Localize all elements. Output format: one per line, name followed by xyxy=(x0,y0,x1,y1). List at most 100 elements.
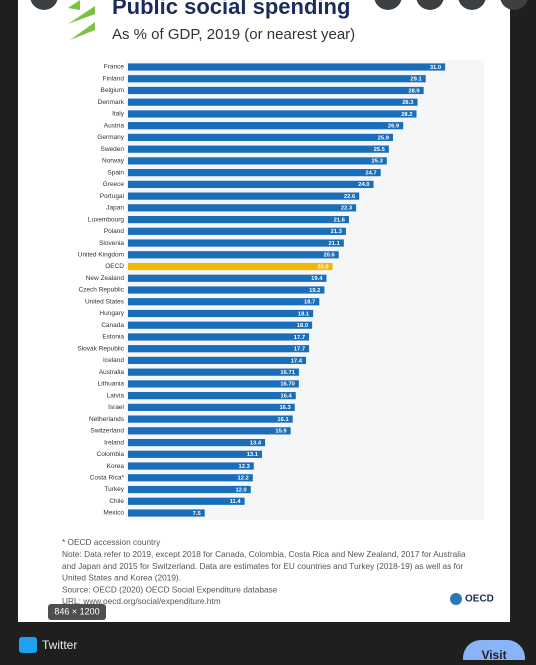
bar xyxy=(128,345,310,353)
category-label: Latvia xyxy=(107,392,125,399)
bar xyxy=(128,450,263,458)
button[interactable] xyxy=(458,0,486,10)
bar xyxy=(128,192,360,200)
bar xyxy=(128,462,254,470)
value-label: 28.2 xyxy=(401,112,412,118)
category-label: Poland xyxy=(104,228,125,235)
category-label: Costa Rica* xyxy=(90,475,125,482)
category-label: Switzerland xyxy=(90,428,124,435)
value-label: 16.1 xyxy=(277,417,289,423)
value-label: 18.0 xyxy=(297,323,308,329)
note: United States and Korea (2019). xyxy=(62,573,181,583)
value-label: 13.4 xyxy=(250,440,262,446)
value-label: 17.4 xyxy=(291,358,303,364)
logo xyxy=(68,0,95,40)
value-label: 18.7 xyxy=(304,300,315,306)
bar xyxy=(128,215,349,224)
category-label: Netherlands xyxy=(89,416,125,423)
category-label: Mexico xyxy=(103,510,124,517)
bar xyxy=(128,309,314,318)
bar xyxy=(128,509,205,517)
category-label: Japan xyxy=(106,205,124,212)
visit-label[interactable]: Visit xyxy=(481,648,506,662)
bar xyxy=(128,380,299,388)
bar xyxy=(128,474,253,482)
value-label: 21.6 xyxy=(334,217,346,223)
bar xyxy=(128,298,320,306)
oecd-logo: OECD xyxy=(465,594,494,605)
value-label: 25.5 xyxy=(374,147,386,153)
category-label: Ireland xyxy=(104,439,124,446)
value-label: 24.0 xyxy=(358,182,369,188)
category-label: Spain xyxy=(107,169,124,176)
bar xyxy=(128,415,293,423)
bar xyxy=(128,392,296,400)
bar xyxy=(128,75,426,83)
category-label: United Kingdom xyxy=(78,252,124,259)
source-icon xyxy=(19,637,37,653)
category-label: Canada xyxy=(101,322,124,329)
bar xyxy=(128,321,313,329)
category-label: Italy xyxy=(112,111,125,118)
bar xyxy=(128,157,387,165)
bar xyxy=(128,239,344,247)
visit-button[interactable] xyxy=(463,640,525,665)
value-label: 16.3 xyxy=(279,405,291,411)
value-label: 26.9 xyxy=(388,124,400,130)
category-label: Israel xyxy=(108,404,124,411)
category-label: Sweden xyxy=(101,146,125,153)
category-label: New Zealand xyxy=(86,275,125,282)
bar xyxy=(128,368,299,376)
bar xyxy=(128,122,404,130)
category-label: Luxembourg xyxy=(88,216,125,223)
bar xyxy=(128,227,346,235)
category-label: Austria xyxy=(104,122,125,129)
bar xyxy=(128,110,417,118)
category-label: Greece xyxy=(103,181,125,188)
category-label: Belgium xyxy=(101,87,124,94)
bar xyxy=(128,333,310,341)
value-label: 16.70 xyxy=(280,382,295,388)
category-label: Germany xyxy=(97,134,124,141)
oecd-logo-mark xyxy=(450,593,462,605)
source-name[interactable]: Twitter xyxy=(42,638,77,652)
bar xyxy=(128,403,295,411)
value-label: 25.3 xyxy=(372,159,384,165)
value-label: 21.1 xyxy=(329,241,341,247)
button[interactable] xyxy=(500,0,528,10)
bar xyxy=(128,262,333,271)
category-label: Australia xyxy=(99,369,125,376)
bar xyxy=(128,274,327,282)
bar xyxy=(128,497,245,505)
chart-subtitle: As % of GDP, 2019 (or nearest year) xyxy=(112,26,355,43)
button[interactable] xyxy=(416,0,444,10)
value-label: 15.9 xyxy=(275,429,287,435)
value-label: 16.71 xyxy=(280,370,295,376)
value-label: 7.5 xyxy=(193,511,202,517)
bar xyxy=(128,145,389,153)
note: * OECD accession country xyxy=(62,537,161,547)
category-label: Slovak Republic xyxy=(77,345,124,352)
value-label: 16.4 xyxy=(280,393,292,399)
button[interactable] xyxy=(30,0,58,10)
value-label: 22.6 xyxy=(344,194,356,200)
chart-title: Public social spending xyxy=(112,0,350,19)
category-label: Estonia xyxy=(102,334,124,341)
category-label: Slovenia xyxy=(99,240,124,247)
value-label: 13.1 xyxy=(247,452,259,458)
bar xyxy=(128,427,291,435)
bar xyxy=(128,169,381,177)
button[interactable] xyxy=(374,0,402,10)
value-label: 29.1 xyxy=(410,77,422,83)
value-label: 12.3 xyxy=(239,464,251,470)
value-label: 12.0 xyxy=(235,487,246,493)
bar xyxy=(128,438,266,447)
value-label: 24.7 xyxy=(365,170,376,176)
image-size: 846 × 1200 xyxy=(54,606,99,616)
category-label: Chile xyxy=(109,498,124,505)
note: Note: Data refer to 2019, except 2018 fo… xyxy=(62,549,466,559)
value-label: 19.2 xyxy=(309,288,320,294)
bar xyxy=(128,98,418,106)
value-label: 25.9 xyxy=(378,135,390,141)
